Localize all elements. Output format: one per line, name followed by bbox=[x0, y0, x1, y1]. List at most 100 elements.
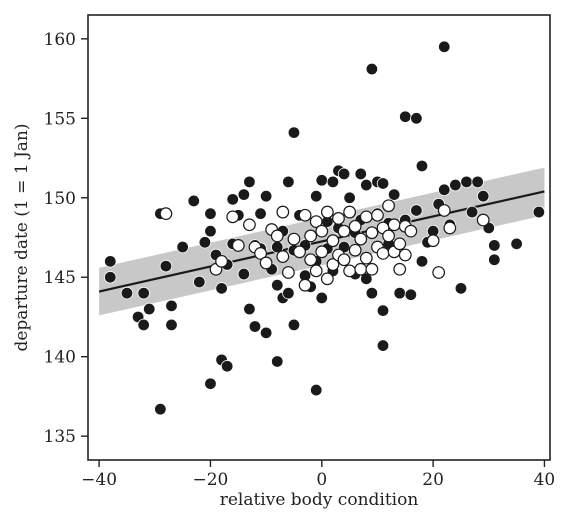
y-tick-label: 135 bbox=[44, 427, 76, 447]
data-point-filled bbox=[387, 188, 401, 201]
data-point-filled bbox=[415, 255, 429, 268]
data-point-filled bbox=[254, 207, 267, 220]
data-point-open bbox=[382, 229, 395, 243]
data-point-filled bbox=[454, 282, 468, 295]
data-point-filled bbox=[259, 326, 273, 340]
x-tick-label: 20 bbox=[422, 470, 444, 490]
data-point-filled bbox=[393, 286, 406, 300]
data-point-filled bbox=[159, 259, 173, 273]
data-point-open bbox=[365, 226, 379, 240]
data-point-open bbox=[343, 264, 357, 278]
x-tick-label: 40 bbox=[534, 470, 556, 490]
data-point-open bbox=[332, 212, 345, 225]
data-point-open bbox=[287, 232, 301, 246]
data-point-open bbox=[276, 250, 290, 263]
data-point-filled bbox=[120, 286, 134, 300]
data-point-filled bbox=[198, 236, 212, 249]
data-point-open bbox=[337, 224, 351, 238]
data-point-filled bbox=[243, 302, 256, 316]
data-point-open bbox=[426, 234, 440, 248]
data-point-filled bbox=[410, 112, 423, 125]
data-point-open bbox=[382, 199, 395, 213]
data-point-filled bbox=[488, 239, 501, 252]
data-point-filled bbox=[488, 253, 501, 266]
data-point-open bbox=[309, 264, 323, 278]
data-point-filled bbox=[282, 286, 295, 300]
data-point-filled bbox=[204, 377, 217, 390]
data-point-filled bbox=[271, 355, 284, 368]
data-point-filled bbox=[165, 318, 178, 332]
data-point-filled bbox=[287, 126, 301, 139]
data-point-filled bbox=[438, 183, 451, 197]
data-point-filled bbox=[415, 159, 429, 173]
data-point-filled bbox=[310, 383, 323, 397]
data-point-open bbox=[281, 266, 295, 279]
y-tick-label: 150 bbox=[44, 189, 76, 209]
x-tick-label: −40 bbox=[81, 470, 117, 490]
data-point-filled bbox=[137, 286, 150, 300]
axes: −40 −20 0 20 40 135 140 145 150 155 160 bbox=[44, 14, 556, 490]
data-point-filled bbox=[237, 188, 251, 201]
data-point-open bbox=[437, 204, 451, 217]
data-point-open bbox=[215, 254, 228, 268]
data-point-filled bbox=[315, 291, 328, 305]
data-point-filled bbox=[360, 272, 373, 286]
data-point-open bbox=[387, 218, 401, 232]
data-point-filled bbox=[477, 189, 490, 203]
data-point-open bbox=[226, 210, 240, 224]
data-point-open bbox=[354, 262, 368, 276]
data-point-filled bbox=[176, 240, 189, 254]
data-point-open bbox=[320, 205, 334, 219]
data-point-filled bbox=[226, 193, 239, 206]
data-point-filled bbox=[449, 178, 462, 192]
data-point-filled bbox=[187, 194, 200, 208]
data-point-filled bbox=[287, 318, 301, 332]
data-point-filled bbox=[315, 174, 328, 187]
data-point-open bbox=[359, 251, 373, 265]
y-tick-label: 160 bbox=[44, 30, 76, 50]
data-point-open bbox=[371, 208, 384, 222]
data-point-open bbox=[326, 234, 340, 248]
data-point-filled bbox=[243, 175, 256, 189]
data-point-open bbox=[348, 243, 362, 257]
data-point-open bbox=[304, 253, 318, 267]
data-point-filled bbox=[193, 275, 206, 289]
data-point-open bbox=[270, 229, 284, 243]
y-tick-label: 155 bbox=[44, 109, 76, 129]
data-point-open bbox=[298, 278, 312, 292]
data-point-open bbox=[404, 224, 418, 238]
data-point-open bbox=[398, 248, 412, 262]
data-point-filled bbox=[510, 237, 523, 251]
data-point-filled bbox=[376, 177, 390, 190]
data-point-open bbox=[315, 245, 329, 259]
data-point-filled bbox=[360, 178, 373, 192]
data-point-filled bbox=[365, 62, 379, 76]
x-tick-label: −20 bbox=[193, 470, 229, 490]
data-point-filled bbox=[310, 189, 323, 203]
data-point-filled bbox=[404, 288, 418, 301]
data-point-filled bbox=[282, 175, 295, 189]
data-point-open bbox=[315, 224, 329, 238]
data-point-open bbox=[320, 272, 334, 286]
plot-frame bbox=[87, 14, 551, 461]
data-point-filled bbox=[271, 278, 284, 292]
data-point-open bbox=[243, 218, 256, 232]
data-point-filled bbox=[365, 286, 379, 300]
data-point-filled bbox=[438, 40, 451, 53]
data-point-filled bbox=[532, 205, 546, 219]
data-point-open bbox=[337, 253, 351, 267]
y-tick-label: 145 bbox=[44, 268, 76, 288]
data-point-open bbox=[365, 262, 379, 276]
data-point-open bbox=[476, 213, 490, 227]
data-point-open bbox=[354, 232, 368, 246]
data-point-filled bbox=[343, 191, 356, 204]
data-point-filled bbox=[248, 320, 262, 333]
data-point-open bbox=[231, 239, 245, 252]
data-point-open bbox=[293, 245, 306, 259]
data-points-layer bbox=[104, 40, 546, 416]
data-point-filled bbox=[165, 299, 178, 313]
data-point-filled bbox=[259, 189, 273, 203]
data-point-open bbox=[254, 246, 267, 260]
data-point-open bbox=[348, 219, 362, 233]
x-axis-label: relative body condition bbox=[220, 490, 419, 510]
